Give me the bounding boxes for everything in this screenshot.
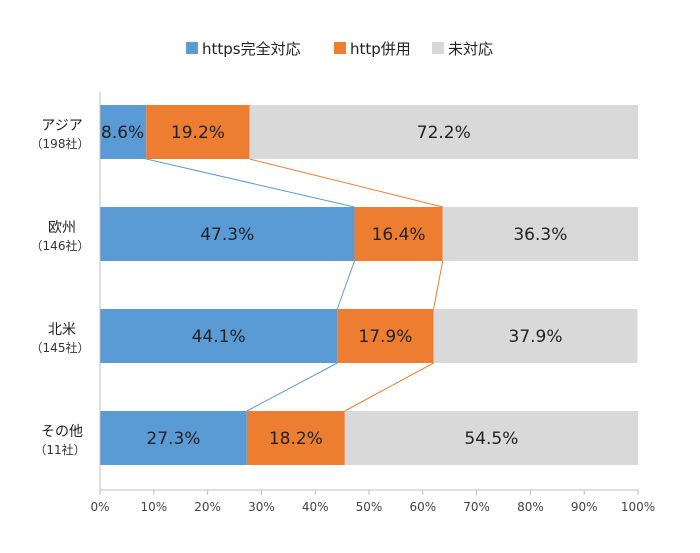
category-label: アジア <box>41 118 82 134</box>
data-label: 72.2% <box>417 123 471 143</box>
x-tick-label: 40% <box>302 500 329 514</box>
bar-segment <box>344 411 638 465</box>
data-label: 36.3% <box>513 225 567 245</box>
bar-segment <box>249 105 638 159</box>
series-line <box>433 260 444 310</box>
data-label: 47.3% <box>200 225 254 245</box>
bar-segment <box>100 105 147 159</box>
bar-segment <box>337 309 434 363</box>
legend-swatch <box>334 42 346 54</box>
series-line <box>249 158 443 208</box>
data-label: 18.2% <box>269 429 323 449</box>
data-label: 16.4% <box>372 225 426 245</box>
x-tick-label: 30% <box>248 500 275 514</box>
data-label: 37.9% <box>509 327 563 347</box>
legend-label: 未対応 <box>448 40 493 58</box>
data-label: 44.1% <box>192 327 246 347</box>
series-line <box>336 260 355 310</box>
bar-segment <box>100 411 247 465</box>
x-tick-label: 70% <box>463 500 490 514</box>
category-sublabel: （146社） <box>31 238 90 253</box>
bar-segment <box>354 207 443 261</box>
x-tick-label: 20% <box>194 500 221 514</box>
series-line <box>146 158 355 208</box>
bar-segment <box>100 309 338 363</box>
bar-segment <box>442 207 638 261</box>
bar-segment <box>246 411 345 465</box>
x-tick-label: 50% <box>356 500 383 514</box>
legend-label: http併用 <box>350 40 411 58</box>
x-tick-label: 10% <box>140 500 167 514</box>
legend-swatch <box>186 42 198 54</box>
data-label: 19.2% <box>171 123 225 143</box>
category-label: その他 <box>41 424 83 440</box>
category-label: 北米 <box>48 322 76 338</box>
x-tick-label: 100% <box>621 500 655 514</box>
legend-label: https完全対応 <box>202 40 301 58</box>
series-line <box>344 362 434 412</box>
bar-segment <box>100 207 355 261</box>
series-line <box>246 362 338 412</box>
category-sublabel: （198社） <box>31 136 90 151</box>
bar-segment <box>433 309 638 363</box>
data-label: 8.6% <box>101 123 144 143</box>
x-tick-label: 90% <box>571 500 598 514</box>
bar-segment <box>146 105 250 159</box>
data-label: 17.9% <box>358 327 412 347</box>
data-label: 27.3% <box>146 429 200 449</box>
category-sublabel: （11社） <box>34 442 85 457</box>
category-label: 欧州 <box>48 220 76 236</box>
x-tick-label: 60% <box>409 500 436 514</box>
x-tick-label: 0% <box>90 500 109 514</box>
legend-swatch <box>432 42 444 54</box>
category-sublabel: （145社） <box>31 340 90 355</box>
x-tick-label: 80% <box>517 500 544 514</box>
data-label: 54.5% <box>464 429 518 449</box>
